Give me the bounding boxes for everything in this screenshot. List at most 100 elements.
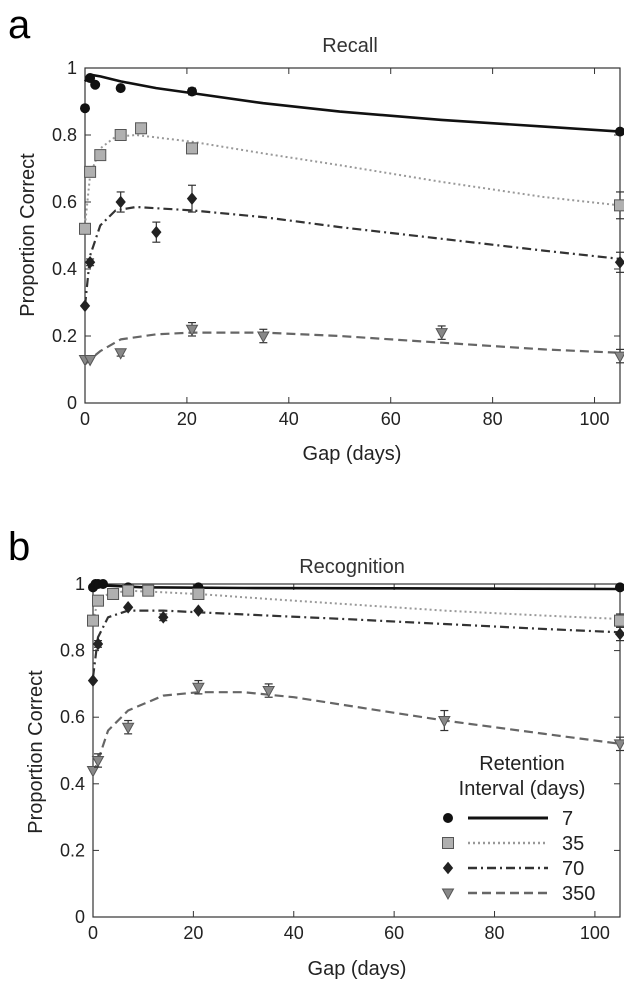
data-point-ri-7 bbox=[615, 582, 624, 593]
y-tick-label: 0 bbox=[67, 393, 77, 413]
fit-line-ri-35 bbox=[84, 134, 621, 226]
fit-line-ri-70 bbox=[91, 609, 621, 678]
panel-b-y-label: Proportion Correct bbox=[25, 670, 47, 834]
data-point-ri-35 bbox=[135, 122, 148, 135]
panel-a-axes-box bbox=[84, 67, 621, 404]
legend-marker-ri-70 bbox=[442, 861, 454, 875]
data-point-ri-35 bbox=[79, 222, 91, 235]
panel-b-fit-lines bbox=[91, 584, 621, 775]
data-point-ri-35 bbox=[614, 199, 624, 212]
legend-marker-ri-35 bbox=[442, 837, 454, 849]
panel-b-data-points bbox=[86, 579, 624, 778]
data-point-ri-70 bbox=[614, 256, 624, 269]
y-tick-label: 0 bbox=[75, 907, 85, 927]
y-tick-label: 0.8 bbox=[60, 641, 85, 661]
panel-a-title: Recall bbox=[322, 35, 378, 57]
y-tick-label: 0.8 bbox=[52, 125, 77, 145]
legend: Retention Interval (days) 7 35 70 350 bbox=[441, 753, 595, 905]
data-point-ri-7 bbox=[187, 86, 197, 97]
y-tick-label: 0.2 bbox=[60, 840, 85, 860]
data-point-ri-7 bbox=[115, 83, 126, 94]
data-point-ri-350 bbox=[91, 755, 105, 768]
panel-recognition: Recognition 0 20 40 60 80 100 0 0.2 0.4 0.6 0.8 1 G… bbox=[25, 556, 624, 980]
panel-a-y-label: Proportion Correct bbox=[17, 153, 39, 317]
legend-label-ri-7: 7 bbox=[562, 808, 573, 830]
x-tick-label: 100 bbox=[580, 409, 610, 429]
x-tick-label: 20 bbox=[183, 923, 203, 943]
panel-a-data-points bbox=[78, 73, 624, 367]
data-point-ri-70 bbox=[614, 627, 624, 641]
data-point-ri-350 bbox=[121, 722, 135, 735]
data-point-ri-350 bbox=[613, 351, 624, 364]
data-point-ri-7 bbox=[80, 103, 90, 114]
x-tick-label: 40 bbox=[284, 923, 304, 943]
data-point-ri-70 bbox=[158, 611, 169, 624]
x-tick-label: 60 bbox=[384, 923, 404, 943]
data-point-ri-350 bbox=[435, 328, 449, 340]
x-tick-label: 0 bbox=[88, 923, 98, 943]
data-point-ri-70 bbox=[92, 637, 104, 651]
data-point-ri-7 bbox=[85, 73, 96, 84]
fit-line-ri-350 bbox=[91, 691, 621, 775]
panel-letter-b: b bbox=[8, 525, 30, 569]
data-point-ri-35 bbox=[107, 587, 120, 600]
data-point-ri-70 bbox=[193, 604, 204, 617]
data-point-ri-35 bbox=[94, 149, 107, 162]
x-tick-label: 20 bbox=[177, 409, 197, 429]
data-point-ri-70 bbox=[87, 674, 99, 687]
data-point-ri-35 bbox=[87, 614, 99, 627]
legend-label-ri-35: 35 bbox=[562, 833, 584, 855]
data-point-ri-7 bbox=[615, 126, 624, 137]
y-tick-label: 1 bbox=[75, 574, 85, 594]
data-point-ri-35 bbox=[84, 165, 97, 178]
data-point-ri-70 bbox=[84, 256, 96, 269]
data-point-ri-35 bbox=[92, 594, 105, 607]
data-point-ri-70 bbox=[79, 299, 91, 313]
data-point-ri-35 bbox=[122, 584, 135, 597]
panel-a-x-label: Gap (days) bbox=[303, 443, 402, 465]
data-point-ri-35 bbox=[142, 584, 155, 597]
legend-marker-ri-350 bbox=[441, 888, 455, 901]
data-point-ri-350 bbox=[256, 331, 270, 344]
y-tick-label: 0.2 bbox=[52, 326, 77, 346]
data-point-ri-7 bbox=[98, 579, 109, 589]
data-point-ri-35 bbox=[192, 587, 205, 600]
x-tick-label: 80 bbox=[483, 409, 503, 429]
x-tick-label: 100 bbox=[580, 923, 610, 943]
y-tick-label: 0.6 bbox=[60, 707, 85, 727]
panel-b-x-label: Gap (days) bbox=[308, 958, 407, 980]
data-point-ri-350 bbox=[192, 682, 205, 695]
x-tick-label: 60 bbox=[381, 409, 401, 429]
fit-line-ri-7 bbox=[83, 73, 621, 133]
data-point-ri-350 bbox=[83, 354, 97, 367]
panel-recall: Recall 0 20 40 60 80 100 0 0.2 0.4 0.6 0.8 1 Gap (d… bbox=[17, 35, 624, 465]
data-point-ri-70 bbox=[115, 195, 126, 209]
data-point-ri-350 bbox=[437, 716, 451, 728]
x-tick-label: 80 bbox=[485, 923, 505, 943]
fit-line-ri-350 bbox=[84, 331, 621, 366]
data-point-ri-350 bbox=[185, 324, 199, 337]
data-point-ri-35 bbox=[114, 129, 127, 141]
fit-line-ri-35 bbox=[92, 589, 621, 621]
y-tick-label: 0.4 bbox=[60, 774, 85, 794]
legend-marker-ri-7 bbox=[443, 813, 453, 823]
data-point-ri-70 bbox=[186, 192, 198, 205]
x-tick-label: 40 bbox=[279, 409, 299, 429]
legend-label-ri-350: 350 bbox=[562, 883, 595, 905]
data-point-ri-350 bbox=[114, 348, 128, 360]
data-point-ri-350 bbox=[613, 739, 624, 751]
y-tick-label: 0.4 bbox=[52, 259, 77, 279]
legend-label-ri-70: 70 bbox=[562, 858, 584, 880]
data-point-ri-35 bbox=[614, 614, 624, 627]
data-point-ri-70 bbox=[151, 225, 162, 239]
panel-b-ticks: 0 20 40 60 80 100 0 0.2 0.4 0.6 0.8 1 bbox=[60, 574, 620, 943]
fit-line-ri-70 bbox=[83, 205, 621, 307]
data-point-ri-70 bbox=[122, 601, 134, 614]
panel-letter-a: a bbox=[8, 3, 31, 47]
data-point-ri-7 bbox=[90, 79, 101, 90]
panel-b-title: Recognition bbox=[299, 556, 405, 578]
data-point-ri-350 bbox=[262, 686, 276, 698]
panel-b-axes-box bbox=[92, 583, 621, 918]
panel-a-fit-lines bbox=[83, 73, 621, 366]
